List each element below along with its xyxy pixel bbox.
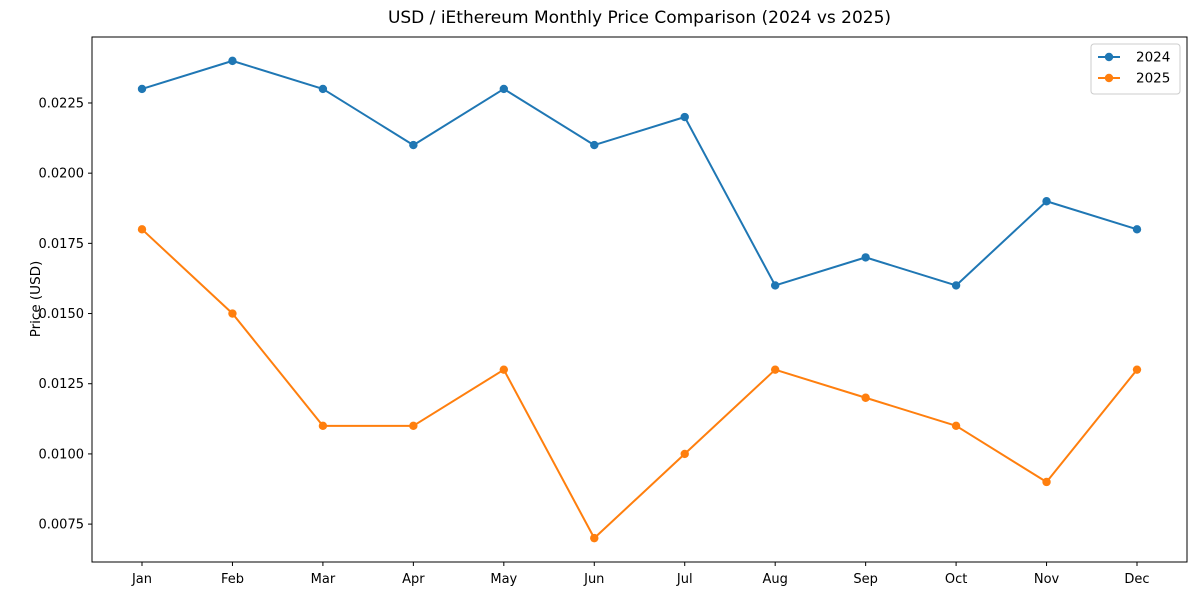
y-axis-tick-label: 0.0225 bbox=[39, 96, 85, 111]
series-2025-marker bbox=[590, 533, 599, 543]
x-axis-tick-label: Apr bbox=[402, 572, 425, 587]
series-2024-marker bbox=[1132, 225, 1142, 234]
x-axis-tick-label: Oct bbox=[945, 572, 967, 587]
legend-marker-2025 bbox=[1104, 73, 1114, 83]
x-axis-tick-label: Mar bbox=[311, 572, 336, 587]
y-axis-tick-label: 0.0075 bbox=[39, 518, 85, 533]
y-axis-tick-label: 0.0200 bbox=[39, 167, 85, 182]
chart-title: USD / iEthereum Monthly Price Comparison… bbox=[387, 8, 892, 28]
series-2024-marker bbox=[499, 84, 509, 94]
x-axis-tick-label: Jun bbox=[583, 572, 604, 587]
series-2025-marker bbox=[951, 421, 961, 431]
y-axis-tick-label: 0.0100 bbox=[39, 447, 85, 462]
series-2024-marker bbox=[770, 281, 780, 290]
series-2024-line bbox=[141, 59, 1138, 287]
series-2024-marker bbox=[137, 84, 147, 94]
x-axis-tick-label: Jul bbox=[676, 572, 693, 587]
series-2025-marker bbox=[409, 421, 418, 431]
series-2024-marker bbox=[409, 140, 418, 150]
series-2025-marker bbox=[680, 449, 689, 459]
y-axis-tick-label: 0.0125 bbox=[39, 377, 85, 392]
series-2024-marker bbox=[1042, 197, 1051, 206]
legend-label-2025: 2025 bbox=[1136, 71, 1170, 87]
series-2024-marker bbox=[228, 56, 237, 66]
legend-label-2024: 2024 bbox=[1136, 50, 1170, 66]
x-axis-tick-label: Dec bbox=[1124, 572, 1149, 587]
x-axis-tick-label: Feb bbox=[221, 572, 244, 587]
x-axis-tick-label: Jan bbox=[131, 572, 152, 587]
series-2025-line bbox=[141, 228, 1138, 540]
series-2024-marker bbox=[590, 140, 599, 150]
series-2025-marker bbox=[499, 365, 509, 374]
y-axis-tick-label: 0.0150 bbox=[39, 307, 85, 322]
axes-spines bbox=[91, 36, 1188, 563]
series-2024-marker bbox=[951, 281, 961, 290]
y-axis-label: Price (USD) bbox=[28, 260, 44, 338]
series-2025-marker bbox=[1132, 365, 1142, 374]
x-axis-tick-label: May bbox=[490, 572, 517, 587]
series-2025-marker bbox=[318, 421, 328, 431]
series-2025-marker bbox=[770, 365, 780, 374]
series-2024-marker bbox=[318, 84, 328, 94]
series-2025-marker bbox=[137, 225, 147, 234]
x-axis-tick-label: Nov bbox=[1034, 572, 1060, 587]
y-axis-tick-label: 0.0175 bbox=[39, 237, 85, 252]
series-2024-marker bbox=[680, 112, 689, 122]
series-2025-marker bbox=[228, 309, 237, 318]
x-axis-tick-label: Sep bbox=[853, 572, 878, 587]
series-2025-marker bbox=[1042, 477, 1051, 487]
legend-marker-2024 bbox=[1104, 52, 1114, 62]
x-axis-tick-label: Aug bbox=[762, 572, 787, 587]
series-2024-marker bbox=[861, 253, 870, 262]
series-2025-marker bbox=[861, 393, 870, 402]
